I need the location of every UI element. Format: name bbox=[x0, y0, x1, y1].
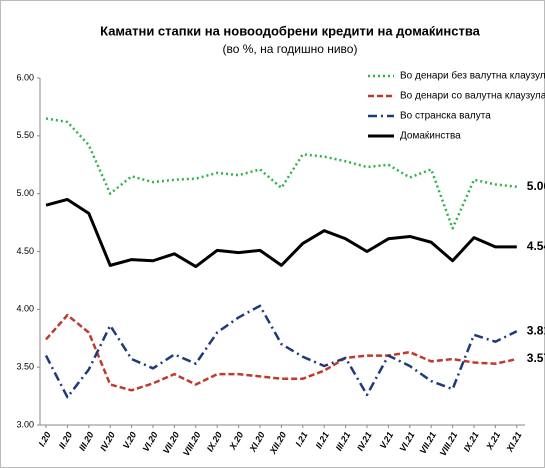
legend-label: Во денари со валутна клаузула bbox=[400, 91, 545, 102]
end-label: 3.57 bbox=[527, 351, 545, 365]
end-label: 3.81 bbox=[527, 323, 545, 337]
y-tick-label: 4.50 bbox=[16, 246, 34, 256]
legend-label: Во странска валута bbox=[400, 111, 491, 122]
y-tick-label: 3.00 bbox=[16, 419, 34, 429]
legend-label: Во денари без валутна клаузула bbox=[400, 70, 545, 82]
end-label: 4.54 bbox=[527, 239, 545, 253]
y-tick-label: 6.00 bbox=[16, 72, 34, 82]
series-line bbox=[45, 197, 517, 269]
chart-subtitle: (во %, на годишно ниво) bbox=[223, 42, 358, 56]
legend-label: Домаќинства bbox=[400, 131, 461, 142]
series-line bbox=[44, 304, 518, 399]
y-tick-label: 3.50 bbox=[16, 362, 34, 372]
y-tick-label: 5.50 bbox=[16, 130, 34, 140]
series-line bbox=[45, 313, 518, 392]
y-tick-label: 4.00 bbox=[16, 304, 34, 314]
end-label: 5.06 bbox=[527, 179, 545, 193]
chart-title: Каматни стапки на новоодобрени кредити н… bbox=[100, 23, 481, 38]
y-tick-label: 5.00 bbox=[16, 188, 34, 198]
